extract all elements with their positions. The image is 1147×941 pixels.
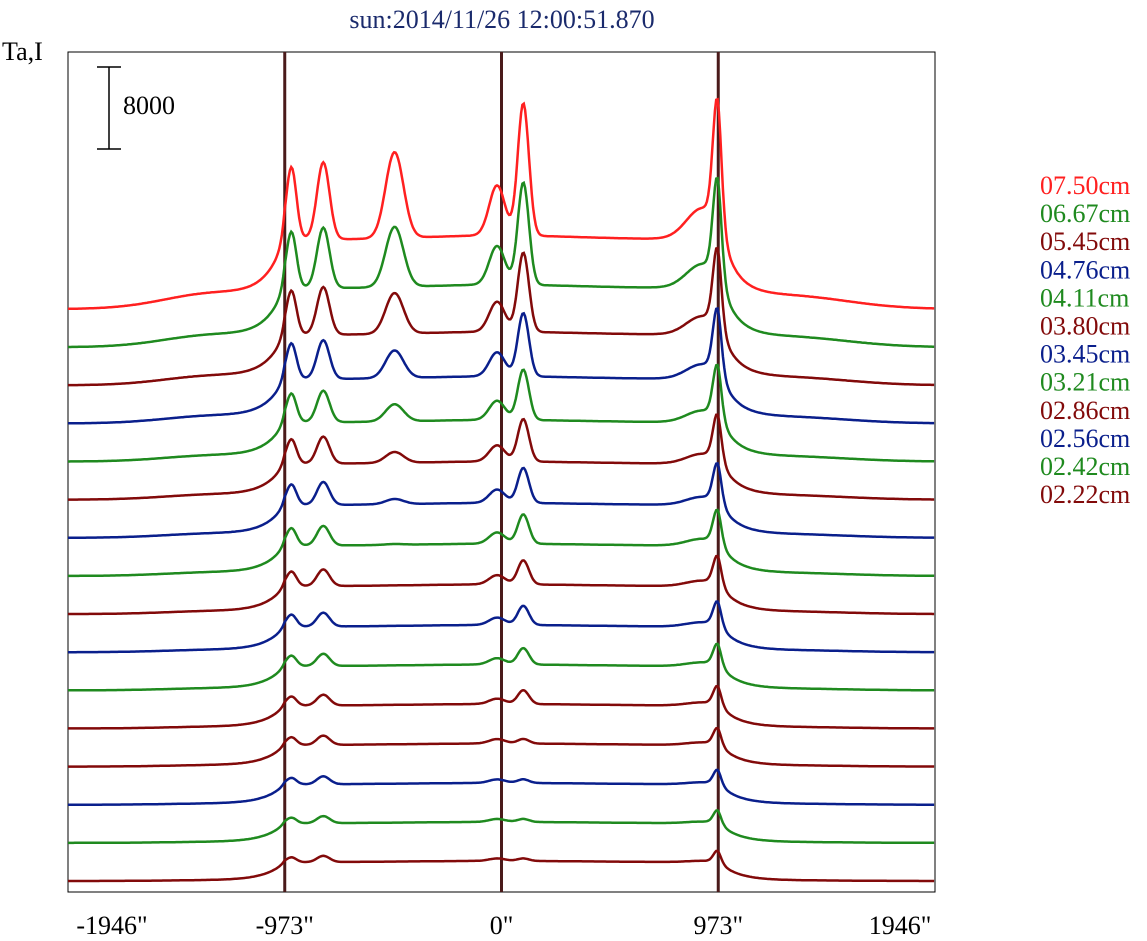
y-axis-label: Ta,I (2, 37, 43, 66)
x-tick-label: -1946" (76, 911, 147, 940)
chart-title: sun:2014/11/26 12:00:51.870 (349, 5, 654, 34)
scale-bar-label: 8000 (123, 91, 175, 120)
legend-item: 03.21cm (1040, 368, 1130, 397)
series-line-6 (68, 461, 935, 539)
legend-item: 03.80cm (1040, 312, 1130, 341)
series-line-0 (68, 97, 935, 311)
series-line-7 (68, 508, 935, 578)
legend-item: 07.50cm (1040, 171, 1130, 200)
legend-item: 02.22cm (1040, 480, 1130, 509)
legend-item: 04.11cm (1040, 283, 1129, 312)
series-line-15 (68, 849, 935, 883)
x-tick-label: 0" (490, 911, 514, 940)
legend-item: 06.67cm (1040, 199, 1130, 228)
series-line-8 (68, 554, 935, 616)
series-line-13 (68, 768, 935, 806)
scale-bar: 8000 (97, 66, 175, 150)
legend-item: 03.45cm (1040, 340, 1130, 369)
series-line-14 (68, 809, 935, 845)
x-tick-labels: -1946" -973" 0" 973" 1946" (76, 911, 931, 940)
legend-item: 02.86cm (1040, 396, 1130, 425)
x-tick-label: -973" (256, 911, 314, 940)
series-line-12 (68, 726, 935, 768)
series-line-2 (68, 246, 935, 387)
series-line-5 (68, 413, 935, 501)
reference-lines (283, 52, 720, 892)
series-line-9 (68, 600, 935, 654)
series-line-1 (68, 176, 935, 349)
series-lines (68, 97, 935, 883)
series-line-11 (68, 684, 935, 730)
x-tick-label: 1946" (869, 911, 932, 940)
legend-item: 05.45cm (1040, 227, 1130, 256)
legend: 07.50cm06.67cm05.45cm04.76cm04.11cm03.80… (1040, 171, 1130, 509)
x-tick-label: 973" (693, 911, 743, 940)
legend-item: 02.42cm (1040, 452, 1130, 481)
series-line-3 (68, 306, 935, 425)
series-line-10 (68, 642, 935, 692)
legend-item: 02.56cm (1040, 424, 1130, 453)
legend-item: 04.76cm (1040, 255, 1130, 284)
series-line-4 (68, 363, 935, 463)
